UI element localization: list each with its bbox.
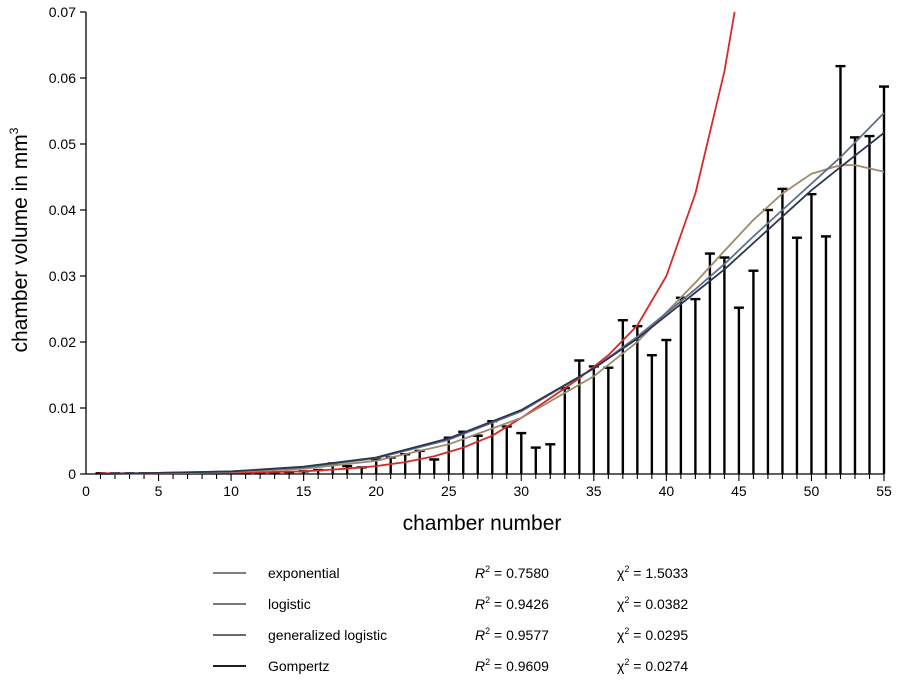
legend-chi2-superscript: 2 bbox=[624, 657, 629, 667]
y-tick-label: 0.05 bbox=[49, 136, 76, 152]
series-line bbox=[100, 132, 885, 475]
legend-r2-symbol: R bbox=[475, 596, 485, 612]
axes bbox=[80, 11, 885, 481]
legend-r2: R2 = 0.9609 bbox=[475, 657, 549, 674]
y-tick-label: 0.01 bbox=[49, 400, 76, 416]
legend-r2-symbol: R bbox=[475, 627, 485, 643]
x-tick-label: 50 bbox=[804, 483, 820, 499]
y-tick-label: 0.04 bbox=[49, 202, 76, 218]
x-tick-label: 55 bbox=[876, 483, 892, 499]
legend-chi2-value: = 0.0295 bbox=[629, 627, 688, 643]
x-tick-label: 40 bbox=[659, 483, 675, 499]
legend-chi2: χ2 = 0.0382 bbox=[617, 595, 688, 612]
y-tick-label: 0 bbox=[68, 466, 76, 482]
legend-r2-symbol: R bbox=[475, 658, 485, 674]
legend-label: generalized logistic bbox=[268, 627, 387, 643]
legend-chi2-value: = 0.0382 bbox=[629, 596, 688, 612]
legend-chi2-superscript: 2 bbox=[624, 595, 629, 605]
legend-r2-superscript: 2 bbox=[485, 595, 490, 605]
y-tick-label: 0.03 bbox=[49, 268, 76, 284]
series-line bbox=[100, 164, 885, 475]
legend-chi2: χ2 = 0.0295 bbox=[617, 626, 688, 643]
legend-r2: R2 = 0.9577 bbox=[475, 626, 549, 643]
legend-r2-value: = 0.9577 bbox=[490, 627, 549, 643]
legend-r2-value: = 0.9609 bbox=[490, 658, 549, 674]
series-line bbox=[100, 11, 736, 475]
y-tick-label: 0.02 bbox=[49, 334, 76, 350]
legend-chi2-value: = 1.5033 bbox=[629, 565, 688, 581]
legend-chi2-symbol: χ bbox=[617, 658, 625, 674]
legend-r2-superscript: 2 bbox=[485, 564, 490, 574]
x-tick-label: 25 bbox=[441, 483, 457, 499]
legend-r2-symbol: R bbox=[475, 565, 485, 581]
x-tick-label: 15 bbox=[296, 483, 312, 499]
legend-chi2: χ2 = 0.0274 bbox=[617, 657, 688, 674]
tick-labels: 0 0.01 0.02 0.03 0.04 0.05 0.06 0.07 0 5 10 15 20 25 3… bbox=[49, 4, 892, 499]
legend-r2-superscript: 2 bbox=[485, 657, 490, 667]
legend-label: logistic bbox=[268, 596, 311, 612]
legend-chi2-symbol: χ bbox=[617, 596, 625, 612]
series-line bbox=[100, 112, 885, 475]
legend-chi2-superscript: 2 bbox=[624, 564, 629, 574]
x-tick-label: 35 bbox=[586, 483, 602, 499]
legend-r2: R2 = 0.7580 bbox=[475, 564, 549, 581]
legend-chi2-value: = 0.0274 bbox=[629, 658, 688, 674]
x-tick-label: 5 bbox=[155, 483, 163, 499]
x-axis-title: chamber number bbox=[403, 512, 562, 535]
legend: exponential R2 = 0.7580 χ2 = 1.5033logisti… bbox=[213, 564, 688, 674]
legend-label: exponential bbox=[268, 565, 340, 581]
legend-r2-superscript: 2 bbox=[485, 626, 490, 636]
x-tick-label: 20 bbox=[368, 483, 384, 499]
bars bbox=[95, 64, 889, 475]
y-axis-title-superscript: 3 bbox=[7, 127, 21, 134]
x-tick-label: 0 bbox=[82, 483, 90, 499]
y-axis-title-text: chamber volume in mm bbox=[9, 134, 32, 352]
x-tick-label: 30 bbox=[513, 483, 529, 499]
legend-label: Gompertz bbox=[268, 658, 329, 674]
y-axis-title: chamber volume in mm3 bbox=[7, 127, 32, 352]
y-tick-label: 0.07 bbox=[49, 4, 76, 20]
x-tick-label: 45 bbox=[731, 483, 747, 499]
legend-chi2-symbol: χ bbox=[617, 565, 625, 581]
legend-r2-value: = 0.9426 bbox=[490, 596, 549, 612]
legend-chi2-symbol: χ bbox=[617, 627, 625, 643]
y-tick-label: 0.06 bbox=[49, 70, 76, 86]
legend-chi2-superscript: 2 bbox=[624, 626, 629, 636]
legend-r2: R2 = 0.9426 bbox=[475, 595, 549, 612]
x-tick-label: 10 bbox=[223, 483, 239, 499]
legend-chi2: χ2 = 1.5033 bbox=[617, 564, 688, 581]
fit-curves bbox=[100, 11, 885, 475]
legend-r2-value: = 0.7580 bbox=[490, 565, 549, 581]
